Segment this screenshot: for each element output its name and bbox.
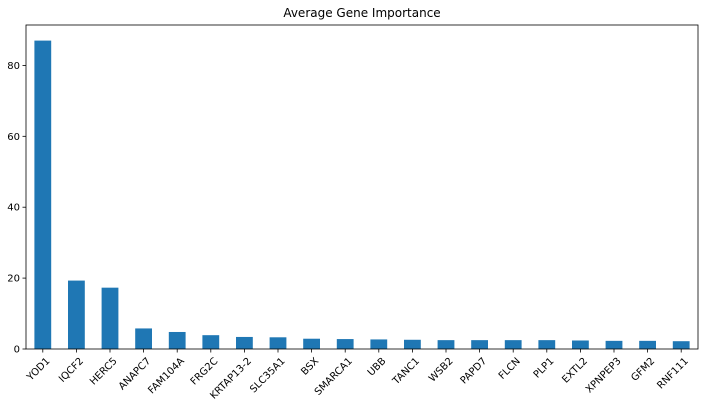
y-tick-label: 60 <box>7 132 20 143</box>
x-tick-label: XPNPEP3 <box>584 356 624 396</box>
bar-anapc7 <box>135 328 152 349</box>
bar-tanc1 <box>404 339 421 349</box>
x-tick-label: FRG2C <box>189 356 221 388</box>
bar-smarca1 <box>336 339 354 349</box>
x-tick-label: PLP1 <box>532 356 557 381</box>
bar-rnf111 <box>672 341 690 349</box>
x-tick-label: UBB <box>366 356 389 379</box>
x-tick-label: BSX <box>299 356 321 378</box>
bar-herc5 <box>101 287 119 349</box>
y-tick-label: 40 <box>7 203 20 214</box>
chart-title: Average Gene Importance <box>283 6 440 20</box>
x-tick-label: YOD1 <box>25 356 53 384</box>
x-tick-label: FAM104A <box>146 356 187 397</box>
x-tick-label: HERC5 <box>88 356 120 388</box>
y-tick-label: 20 <box>7 274 20 285</box>
bar-krtap13-2 <box>236 336 253 349</box>
bar-slc35a1 <box>269 337 287 349</box>
x-tick-label: IQCF2 <box>57 356 86 385</box>
bars-layer <box>34 40 690 349</box>
bar-fam104a <box>168 331 186 349</box>
x-tick-label: EXTL2 <box>560 356 590 386</box>
bar-iqcf2 <box>68 280 85 349</box>
bar-extl2 <box>572 340 589 349</box>
bar-gfm2 <box>639 340 656 349</box>
bar-plp1 <box>538 340 556 349</box>
x-tick-label: TANC1 <box>390 356 422 388</box>
plot-frame <box>25 24 699 350</box>
bar-xpnpep3 <box>605 340 623 349</box>
x-tick-label: WSB2 <box>427 356 456 385</box>
x-tick-label: GFM2 <box>629 356 657 384</box>
x-tick-label: SLC35A1 <box>248 356 287 395</box>
y-axis: 0 20 40 60 80 <box>7 61 26 356</box>
y-tick-label: 0 <box>14 345 20 356</box>
y-tick-label: 80 <box>7 61 20 72</box>
bar-yod1 <box>34 40 52 349</box>
bar-flcn <box>504 340 522 349</box>
bar-bsx <box>303 338 320 349</box>
x-tick-label: PAPD7 <box>459 356 490 387</box>
bar-frg2c <box>202 335 220 349</box>
x-tick-label: RNF111 <box>655 356 691 392</box>
x-tick-label: FLCN <box>497 356 523 382</box>
bar-papd7 <box>471 340 488 349</box>
bar-wsb2 <box>437 340 455 349</box>
bar-ubb <box>370 339 388 349</box>
